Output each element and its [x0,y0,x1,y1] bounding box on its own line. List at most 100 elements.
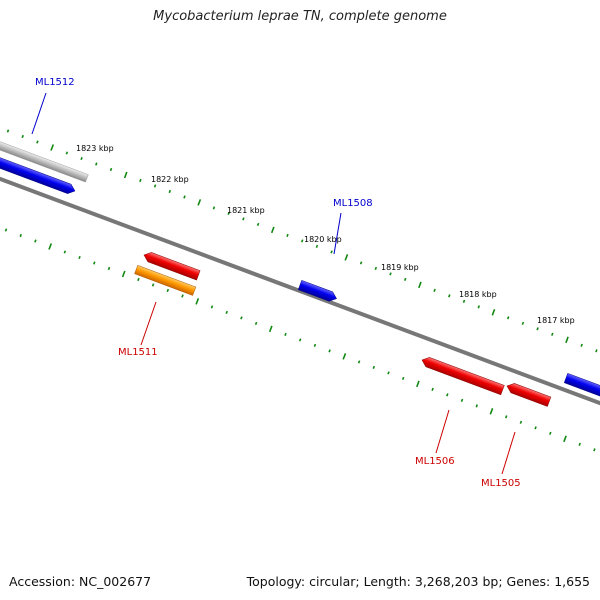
gene-label-ml1511: ML1511 [118,347,158,358]
inner-tick [549,431,552,435]
gene-label-ml1506: ML1506 [415,456,455,467]
feature-blue-edge[interactable] [563,372,600,400]
outer-tick [227,211,230,215]
inner-tick [181,294,184,298]
inner-tick [446,393,449,397]
inner-tick [342,353,347,360]
feature-ml1508[interactable] [297,279,338,303]
inner-tick [387,371,390,375]
accession-text: Accession: NC_002677 [9,574,152,589]
label-leaders [31,92,516,475]
outer-tick [506,316,510,320]
inner-tick [254,321,258,325]
feature-pseudogene[interactable] [0,138,89,183]
outer-tick [551,332,554,336]
feature-ml1512[interactable] [0,154,77,196]
feature-orange[interactable] [134,264,197,296]
outer-tick [565,336,569,344]
inner-tick [107,266,111,271]
outer-tick [418,281,422,289]
leader-ml1506 [435,409,450,454]
outer-tick [65,151,69,155]
inner-tick [372,365,376,369]
inner-tick [313,343,317,347]
outer-tick [462,299,466,303]
outer-tick [168,189,172,194]
outer-tick [80,156,83,161]
outer-tick [595,349,598,353]
outer-tick [256,222,260,226]
gene-label-ml1508: ML1508 [333,198,373,209]
outer-tick [183,195,186,199]
scale-label-1823: 1823 kbp [76,144,114,153]
outer-tick [344,254,349,261]
outer-tick [197,199,202,206]
inner-tick [78,255,81,260]
scale-label-1820: 1820 kbp [304,235,342,244]
scale-label-1821: 1821 kbp [227,206,265,215]
inner-tick [151,283,155,287]
outer-tick [477,305,480,309]
genome-backbone [0,176,600,406]
inner-tick [34,239,37,243]
outer-tick [50,144,55,151]
inner-tick [519,420,523,424]
outer-tick [491,309,496,316]
outer-tick [139,178,142,183]
inner-tick [63,250,67,254]
outer-tick [374,266,378,270]
genome-stats-text: Topology: circular; Length: 3,268,203 bp… [246,574,590,589]
inner-tick [401,376,405,380]
outer-tick [300,239,304,243]
outer-tick [448,294,451,298]
leader-ml1512 [31,92,47,135]
scale-label-1819: 1819 kbp [381,263,419,272]
inner-tick [268,325,273,333]
inner-tick [475,404,478,408]
scale-labels: 1823 kbp 1822 kbp 1821 kbp 1820 kbp 1819… [76,144,575,325]
inner-tick [166,288,170,293]
gene-label-ml1512: ML1512 [35,77,75,88]
inner-tick [593,448,596,452]
inner-tick [4,228,8,232]
inner-tick [460,398,464,402]
gene-label-ml1505: ML1505 [481,478,521,489]
inner-tick [48,243,53,250]
inner-tick [578,442,581,446]
outer-tick [21,134,24,139]
inner-tick-row [4,228,596,452]
inner-tick [298,338,302,342]
outer-tick [330,250,333,254]
feature-ml1505[interactable] [505,381,552,407]
inner-tick [240,316,243,320]
outer-tick [403,277,407,281]
outer-tick [109,167,113,172]
inner-tick [328,349,331,353]
inner-tick [284,332,287,336]
outer-tick-row [6,129,598,353]
feature-ml1506[interactable] [420,355,505,396]
inner-tick [357,360,361,364]
outer-tick [242,217,245,221]
scale-label-1822: 1822 kbp [151,175,189,184]
inner-tick [534,426,537,430]
gene-labels: ML1512 ML1508 ML1511 ML1506 ML1505 [35,77,521,489]
outer-tick [389,272,392,276]
outer-tick [359,261,363,265]
inner-tick [563,435,567,443]
inner-tick [416,380,420,388]
map-title: Mycobacterium leprae TN, complete genome [153,9,447,24]
leader-ml1505 [501,431,516,475]
outer-tick [123,171,128,179]
feature-ml1511[interactable] [142,250,201,281]
outer-tick [270,226,275,234]
inner-tick [93,261,96,265]
leader-ml1511 [140,301,157,346]
inner-tick [19,233,22,238]
inner-tick [431,387,434,391]
inner-tick [137,277,140,282]
outer-tick [95,162,98,166]
outer-tick [153,184,157,188]
inner-tick [225,310,228,314]
